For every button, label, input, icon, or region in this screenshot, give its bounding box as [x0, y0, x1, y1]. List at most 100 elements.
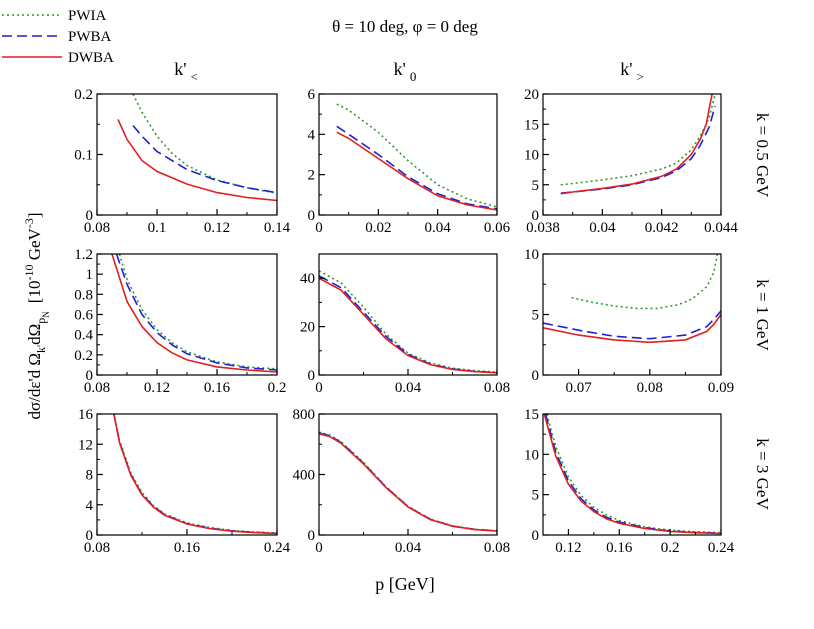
- series-line-pwba: [544, 414, 721, 534]
- y-tick-label: 0: [86, 208, 94, 224]
- series-line-dwba: [319, 277, 497, 374]
- series-group: [113, 414, 277, 535]
- x-tick-label: 0.04: [425, 220, 452, 236]
- y-tick-label: 15: [524, 407, 539, 423]
- series-group: [560, 94, 716, 195]
- y-axis-label-exp: -10: [22, 265, 36, 281]
- y-tick-label: 0: [532, 528, 540, 544]
- plot-frame: [318, 253, 498, 376]
- y-tick-label: 4: [86, 498, 94, 514]
- x-tick-label: 0.04: [395, 540, 422, 556]
- y-tick-label: 6: [308, 87, 316, 103]
- series-line-dwba: [543, 314, 721, 344]
- x-tick-label: 0.07: [565, 380, 592, 396]
- y-tick-label: 0.4: [74, 328, 93, 344]
- series-line-pwia: [336, 103, 497, 208]
- column-header-2: k' 0: [394, 59, 417, 84]
- row-label-1: k = 0.5 GeV: [753, 113, 772, 198]
- plot-frame: [96, 253, 278, 376]
- y-axis-label-close: ]: [25, 213, 44, 219]
- legend-label-dwba: DWBA: [68, 50, 114, 66]
- panel-r3-c1: 0.08 0.16 0.24 0 4 8 12 16: [78, 407, 291, 556]
- x-tick-label: 0.038: [526, 220, 560, 236]
- x-tick-label: 0.16: [174, 540, 201, 556]
- y-tick-label: 40: [300, 271, 315, 287]
- x-tick-label: 0.2: [268, 380, 287, 396]
- plot-frame: [318, 93, 498, 216]
- x-tick-label: 0.08: [84, 540, 110, 556]
- x-tick-label: 0.16: [606, 540, 633, 556]
- y-tick-label: 20: [300, 320, 315, 336]
- y-tick-label: 0.2: [74, 348, 93, 364]
- series-group: [543, 414, 721, 535]
- y-tick-label: 0: [308, 208, 316, 224]
- column-header-3-base: k': [620, 59, 632, 79]
- x-tick-label: 0.16: [204, 380, 231, 396]
- series-group: [543, 254, 721, 344]
- panel-r1-c2: 0 0.02 0.04 0.06 0 2 4 6: [308, 87, 511, 236]
- x-tick-label: 0.08: [84, 220, 110, 236]
- y-tick-label: 0: [86, 528, 94, 544]
- x-tick-label: 0.08: [484, 380, 510, 396]
- y-axis-label-units: [10: [25, 281, 44, 304]
- x-tick-label: 0.04: [589, 220, 616, 236]
- y-tick-label: 16: [78, 407, 94, 423]
- y-tick-label: 0: [532, 368, 540, 384]
- y-axis-label-sub2b: N: [41, 311, 51, 318]
- y-tick-label: 0.6: [74, 308, 93, 324]
- panel-r1-c3: 0.038 0.04 0.042 0.044 0 5 10 15 20: [524, 87, 738, 236]
- series-line-pwia: [319, 270, 497, 373]
- x-tick-label: 0.12: [555, 540, 581, 556]
- column-header-3: k' >: [620, 59, 644, 84]
- y-tick-label: 800: [293, 407, 316, 423]
- row-label-3: k = 3 GeV: [753, 438, 772, 510]
- y-tick-label: 5: [532, 178, 540, 194]
- series-group: [319, 431, 497, 532]
- column-header-1: k' <: [174, 59, 198, 84]
- y-axis-label-main: dσ/dε'd Ω: [25, 353, 44, 419]
- plot-frame: [96, 413, 278, 536]
- series-group: [117, 94, 277, 202]
- y-axis-label-sub2: p: [34, 318, 48, 324]
- plot-frame: [318, 413, 498, 536]
- x-tick-label: 0.08: [484, 540, 510, 556]
- y-tick-label: 0.2: [74, 87, 93, 103]
- y-axis-label-mid: dΩ: [25, 324, 44, 345]
- panel-r3-c2: 0 0.04 0.08 0 400 800: [293, 407, 511, 556]
- y-tick-label: 8: [86, 468, 94, 484]
- y-tick-label: 4: [308, 127, 316, 143]
- x-tick-label: 0.08: [637, 380, 663, 396]
- series-line-dwba: [113, 414, 277, 535]
- row-label-2: k = 1 GeV: [753, 279, 772, 351]
- y-tick-label: 1: [86, 267, 94, 283]
- column-header-1-sub: <: [190, 69, 197, 84]
- y-tick-label: 20: [524, 87, 539, 103]
- series-line-pwba: [319, 275, 497, 374]
- y-tick-label: 0.1: [74, 148, 93, 164]
- series-group: [319, 270, 497, 374]
- series-line-pwba: [132, 124, 277, 194]
- y-tick-label: 400: [293, 468, 316, 484]
- figure-title: θ = 10 deg, φ = 0 deg: [332, 17, 478, 36]
- x-tick-label: 0.06: [484, 220, 511, 236]
- series-group: [336, 103, 497, 211]
- y-axis-label: dσ/dε'd Ωk'dΩpN [10-10 GeV-3]: [22, 213, 51, 420]
- series-line-pwba: [113, 414, 277, 535]
- x-tick-label: 0.14: [264, 220, 291, 236]
- legend: PWIA PWBA DWBA: [2, 8, 114, 66]
- y-axis-label-sub1: k': [34, 345, 48, 353]
- series-line-pwba: [115, 254, 277, 371]
- y-tick-label: 10: [524, 148, 539, 164]
- column-header-1-base: k': [174, 59, 186, 79]
- column-header-3-sub: >: [636, 69, 643, 84]
- x-tick-label: 0.09: [708, 380, 734, 396]
- x-tick-label: 0: [315, 540, 323, 556]
- column-header-2-sub: 0: [410, 69, 417, 84]
- x-axis-label: p [GeV]: [375, 574, 434, 594]
- x-tick-label: 0.2: [661, 540, 680, 556]
- series-line-pwba: [543, 310, 721, 340]
- legend-label-pwia: PWIA: [68, 8, 106, 24]
- y-tick-label: 0.8: [74, 287, 93, 303]
- y-tick-label: 10: [524, 447, 539, 463]
